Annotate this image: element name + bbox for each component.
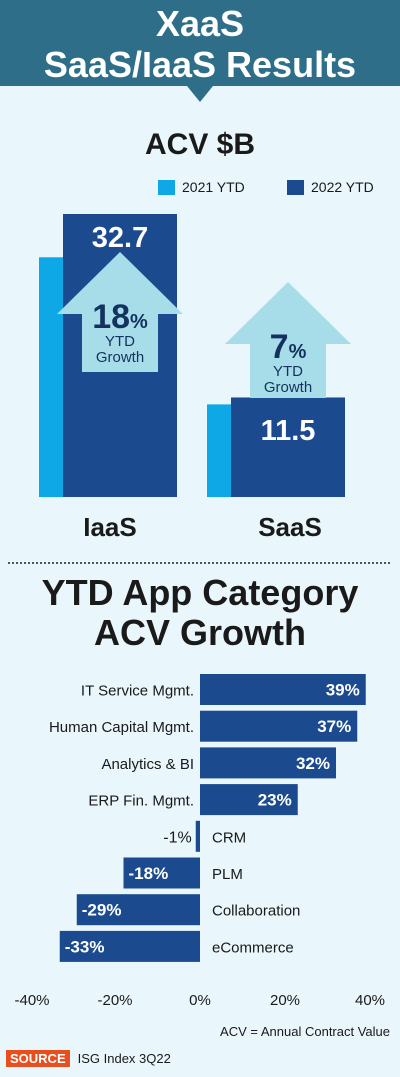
section-divider <box>8 562 390 564</box>
bar-erp-fin-mgmt <box>200 784 298 816</box>
bar-2021-saas <box>207 404 231 497</box>
growth-value-saas: 7% <box>270 328 307 366</box>
bar-ecommerce <box>59 930 200 962</box>
x-tick-label: -20% <box>97 992 132 1009</box>
category-label-it-service-mgmt: IT Service Mgmt. <box>81 683 194 700</box>
category-label-iaas: IaaS <box>83 512 137 542</box>
value-label-collaboration: -29% <box>82 901 122 920</box>
header-background <box>0 0 400 102</box>
x-tick-label: 20% <box>270 992 300 1009</box>
growth-chart-title-line2: ACV Growth <box>94 612 306 653</box>
bar-human-capital-mgmt <box>200 710 358 742</box>
header-title-line2: SaaS/IaaS Results <box>43 44 357 85</box>
bar-plm <box>123 857 200 889</box>
x-tick-label: 0% <box>189 992 211 1009</box>
legend-item-2022: 2022 YTD <box>287 179 374 195</box>
x-tick-label: 40% <box>355 992 385 1009</box>
legend-label-2022: 2022 YTD <box>311 179 374 195</box>
category-label-erp-fin-mgmt: ERP Fin. Mgmt. <box>88 793 194 810</box>
category-label-crm: CRM <box>212 829 246 846</box>
data-label-saas: 11.5 <box>261 415 316 447</box>
growth-label-line1-saas: YTD <box>273 363 303 380</box>
value-label-erp-fin-mgmt: 23% <box>258 791 292 810</box>
growth-value-iaas: 18% <box>92 298 148 336</box>
growth-bar-chart: IT Service Mgmt. 39% Human Capital Mgmt. 37… <box>14 674 385 1009</box>
bar-analytics-bi <box>200 747 336 779</box>
growth-chart-title-line1: YTD App Category <box>41 572 359 613</box>
header-title-line1: XaaS <box>155 3 245 44</box>
legend-label-2021: 2021 YTD <box>182 179 245 195</box>
source-line: SOURCE ISG Index 3Q22 <box>6 1050 171 1067</box>
value-label-analytics-bi: 32% <box>296 754 330 773</box>
acv-chart-title: ACV $B <box>144 128 256 161</box>
growth-label-line2-iaas: Growth <box>96 349 144 366</box>
category-label-collaboration: Collaboration <box>212 903 300 920</box>
value-label-ecommerce: -33% <box>65 937 105 956</box>
category-label-human-capital-mgmt: Human Capital Mgmt. <box>49 719 194 736</box>
growth-label-line1-iaas: YTD <box>105 333 135 350</box>
data-label-iaas: 32.7 <box>92 222 148 254</box>
value-label-plm: -18% <box>129 864 169 883</box>
bar-crm <box>195 820 200 852</box>
footnote: ACV = Annual Contract Value <box>220 1024 390 1039</box>
source-text: ISG Index 3Q22 <box>77 1051 171 1066</box>
category-label-saas: SaaS <box>258 512 322 542</box>
bar-collaboration <box>76 894 200 926</box>
growth-arrow-saas <box>225 282 351 398</box>
bar-2021-iaas <box>39 257 63 497</box>
legend-swatch-2022 <box>287 179 304 195</box>
bar-2022-saas <box>231 397 345 497</box>
bar-it-service-mgmt <box>200 674 366 705</box>
category-label-analytics-bi: Analytics & BI <box>101 756 194 773</box>
growth-label-line2-saas: Growth <box>264 379 312 396</box>
category-label-ecommerce: eCommerce <box>212 939 294 956</box>
value-label-crm: -1% <box>163 829 191 846</box>
growth-arrow-iaas <box>57 252 183 372</box>
legend-swatch-2021 <box>158 179 175 195</box>
source-badge: SOURCE <box>6 1050 70 1067</box>
value-label-it-service-mgmt: 39% <box>326 681 360 700</box>
legend-item-2021: 2021 YTD <box>158 179 245 195</box>
header-banner: XaaS SaaS/IaaS Results <box>0 0 400 104</box>
category-label-plm: PLM <box>212 866 243 883</box>
value-label-human-capital-mgmt: 37% <box>317 717 351 736</box>
x-tick-label: -40% <box>14 992 49 1009</box>
